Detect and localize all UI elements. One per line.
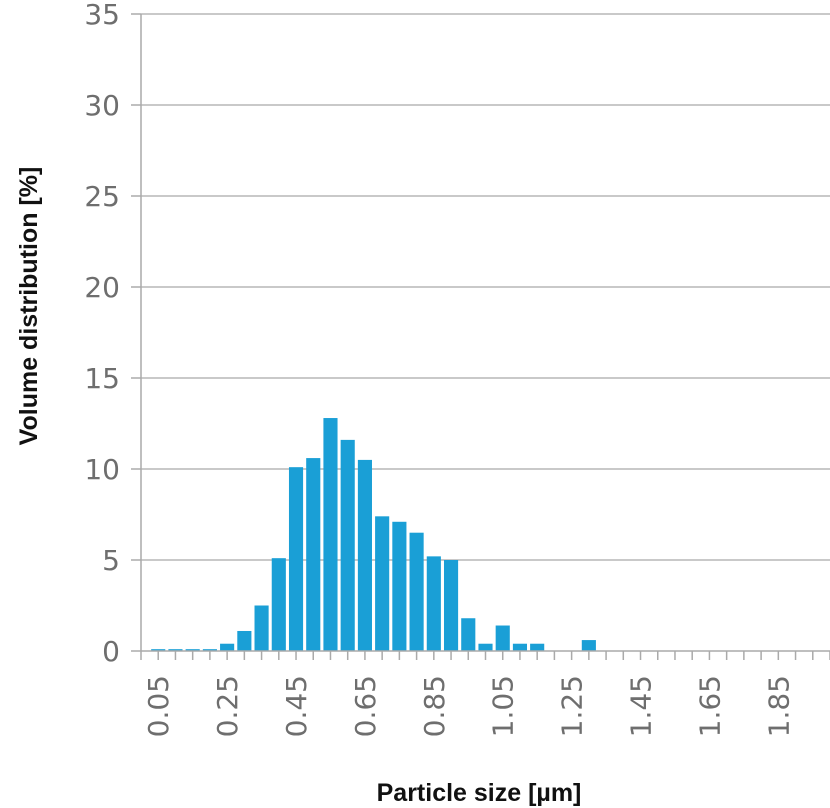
bar	[443, 560, 459, 651]
y-tick-label: 20	[84, 271, 120, 304]
bar	[168, 649, 183, 651]
y-tick-label: 10	[84, 453, 120, 486]
bar	[271, 558, 286, 651]
bars	[151, 418, 596, 651]
y-tick-label: 15	[84, 362, 120, 395]
bar	[581, 640, 596, 651]
x-tick-label: 0.25	[211, 675, 244, 737]
x-tick-label: 0.85	[418, 675, 451, 737]
y-tick-label: 0	[102, 635, 120, 668]
bar	[340, 439, 355, 651]
x-tick-label: 1.85	[762, 675, 795, 737]
y-axis-ticks: 0 5 10 15 20 25 30 35	[84, 0, 141, 668]
bar	[530, 643, 545, 651]
bar	[306, 458, 321, 651]
y-tick-label: 5	[102, 544, 120, 577]
bar	[237, 630, 252, 651]
y-tick-label: 35	[84, 0, 120, 31]
bar	[461, 618, 476, 651]
bar	[495, 625, 510, 651]
x-tick-label: 1.25	[556, 675, 589, 737]
x-tick-label: 1.45	[625, 675, 658, 737]
bar	[375, 516, 390, 651]
bar	[512, 643, 528, 651]
bar	[392, 521, 407, 651]
x-axis-title: Particle size [µm]	[377, 779, 582, 807]
y-tick-label: 25	[84, 180, 120, 213]
bar	[254, 605, 269, 651]
bar	[220, 643, 235, 651]
bar	[357, 459, 372, 651]
x-tick-label: 0.65	[349, 675, 382, 737]
bar	[323, 418, 338, 651]
x-tick-label: 1.65	[693, 675, 726, 737]
bar	[288, 467, 304, 651]
y-axis-title: Volume distribution [%]	[15, 167, 43, 446]
x-tick-label: 1.05	[487, 675, 520, 737]
bar	[202, 649, 217, 651]
gridlines	[140, 13, 830, 651]
bar	[409, 532, 424, 651]
bar	[478, 643, 493, 651]
x-axis: 0.05 0.25 0.45 0.65 0.85 1.05 1.25 1.45 1.65 1.85	[140, 650, 830, 737]
bar	[151, 649, 166, 651]
bar	[185, 649, 200, 651]
x-tick-label: 0.45	[280, 675, 313, 737]
x-tick-label: 0.05	[142, 675, 175, 737]
y-tick-label: 30	[84, 89, 120, 122]
bar	[426, 556, 441, 651]
